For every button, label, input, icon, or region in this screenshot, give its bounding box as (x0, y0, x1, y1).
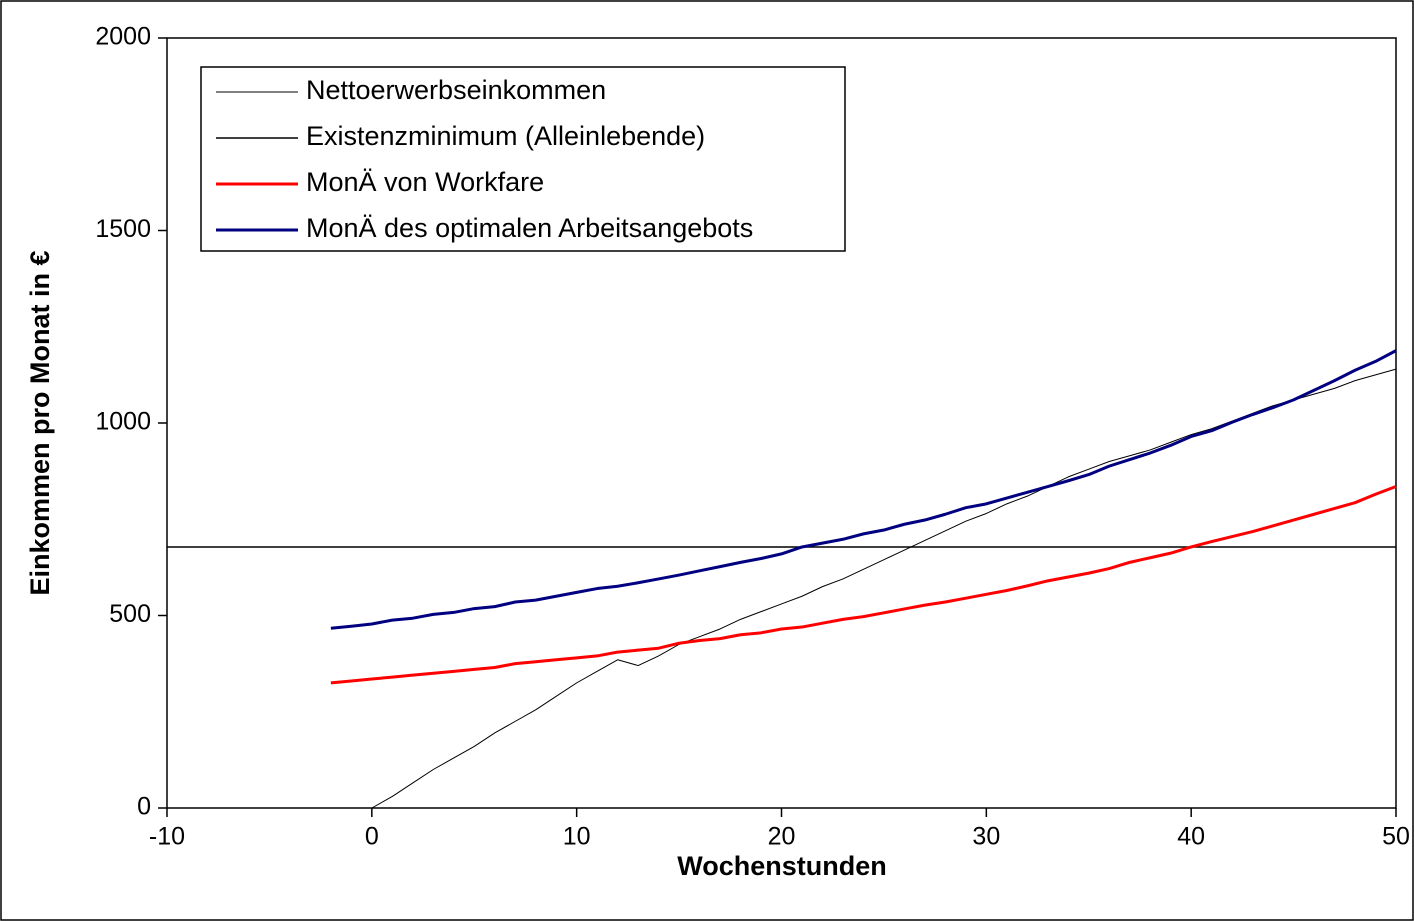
x-tick-label: -10 (149, 823, 185, 851)
legend-label: Existenzminimum (Alleinlebende) (306, 121, 705, 151)
x-tick-label: 10 (563, 823, 591, 851)
y-tick-label: 1000 (95, 408, 151, 436)
y-tick-label: 2000 (95, 23, 151, 51)
x-axis-label: Wochenstunden (677, 851, 887, 881)
y-tick-label: 1500 (95, 215, 151, 243)
x-tick-label: 50 (1382, 823, 1410, 851)
x-tick-label: 20 (768, 823, 796, 851)
x-tick-label: 0 (365, 823, 379, 851)
legend-label: MonÄ von Workfare (306, 167, 544, 197)
legend-box (200, 66, 846, 252)
x-tick-label: 30 (972, 823, 1000, 851)
legend-label: MonÄ des optimalen Arbeitsangebots (306, 213, 753, 243)
y-axis-label: Einkommen pro Monat in € (25, 250, 55, 595)
series-line (330, 349, 1397, 630)
series-line (330, 485, 1397, 685)
legend-label: Nettoerwerbseinkommen (306, 75, 606, 105)
y-tick-label: 500 (109, 600, 151, 628)
y-tick-label: 0 (137, 793, 151, 821)
x-tick-label: 40 (1177, 823, 1205, 851)
